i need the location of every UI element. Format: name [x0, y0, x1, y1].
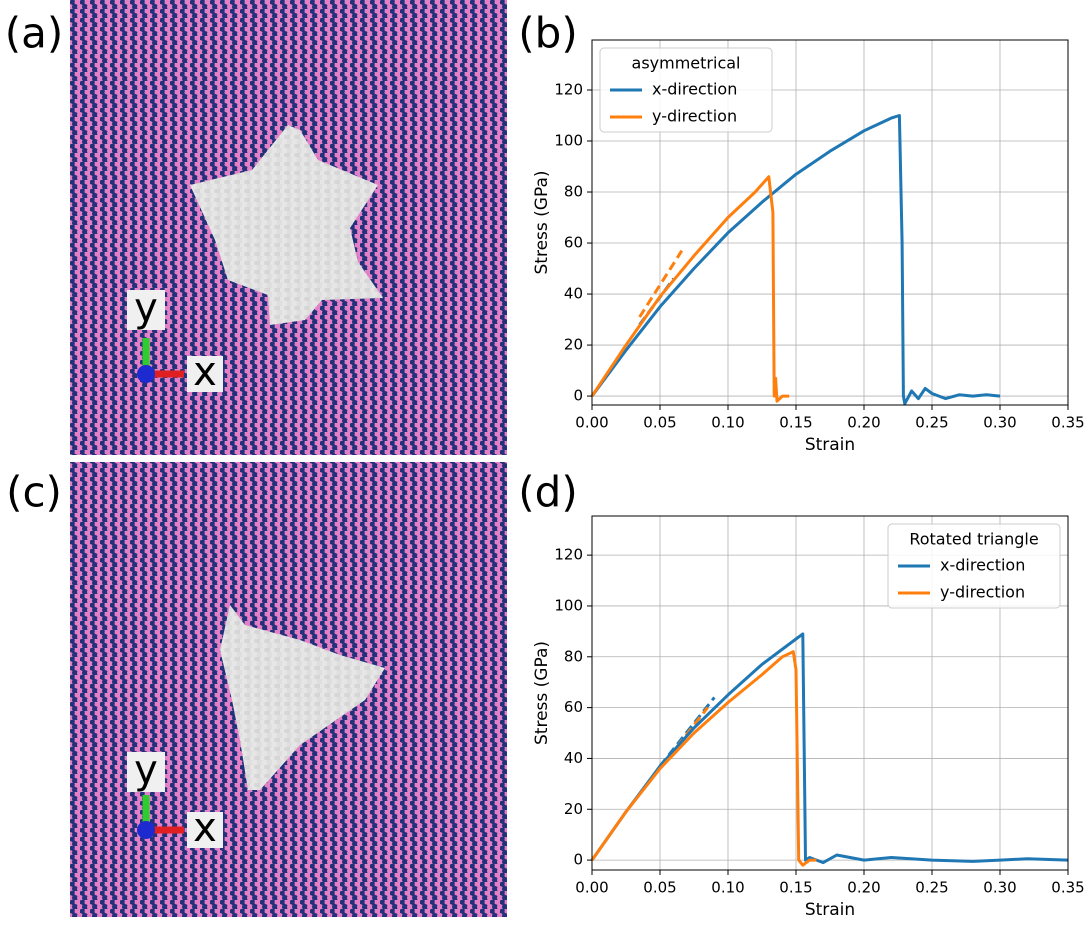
legend-title: Rotated triangle	[909, 530, 1038, 549]
x-tick-label: 0.15	[779, 879, 812, 897]
series-line	[590, 632, 1069, 865]
y-tick-label: 0	[573, 851, 583, 869]
label-box	[127, 752, 165, 792]
legend-title: asymmetrical	[632, 54, 741, 73]
legend-label: x-direction	[652, 80, 737, 99]
series-line	[590, 175, 790, 403]
x-tick-label: 0.00	[575, 414, 608, 432]
x-tick-label: 0.25	[915, 414, 948, 432]
label-box	[187, 356, 223, 392]
y-tick-label: 100	[554, 132, 583, 150]
y-tick-label: 80	[564, 183, 583, 201]
y-tick-label: 60	[564, 234, 583, 252]
series-line	[590, 650, 817, 867]
x-axis-label: Strain	[805, 435, 855, 455]
axis-label: x	[193, 805, 217, 851]
legend-label: x-direction	[940, 556, 1025, 575]
y-tick-label: 20	[564, 800, 583, 818]
panel-label: (c)	[6, 468, 62, 517]
axis-label: y	[134, 747, 158, 793]
x-tick-label: 0.30	[983, 414, 1016, 432]
panel-label: (b)	[518, 9, 577, 58]
axes-frame	[591, 515, 1069, 871]
legend: Rotated triangle x-direction y-direction	[887, 523, 1061, 609]
lattice-image-c: y x	[70, 462, 507, 917]
x-tick-label: 0.25	[915, 879, 948, 897]
y-tick-label: 100	[554, 596, 583, 614]
legend-label: y-direction	[940, 583, 1025, 602]
y-tick-label: 0	[573, 387, 583, 405]
x-axis-label: Strain	[805, 900, 855, 920]
x-tick-label: 0.15	[779, 414, 812, 432]
axes-frame	[591, 39, 1069, 406]
label-box	[187, 812, 223, 848]
x-tick-label: 0.30	[983, 879, 1016, 897]
axis-label: y	[134, 285, 158, 331]
y-tick-label: 40	[564, 749, 583, 767]
y-tick-label: 40	[564, 285, 583, 303]
y-tick-label: 120	[554, 546, 583, 564]
x-tick-label: 0.35	[1051, 879, 1084, 897]
x-tick-label: 0.05	[643, 879, 676, 897]
x-tick-label: 0.10	[711, 414, 744, 432]
label-box	[127, 290, 165, 330]
chart: (d) 0.00 0.05 0.10 0.15 0.20 0.25 0.30 0.35 0 20 40…	[518, 468, 1084, 921]
axis-origin	[137, 365, 155, 383]
fit-line	[658, 706, 709, 770]
y-tick-label: 20	[564, 336, 583, 354]
y-tick-label: 60	[564, 698, 583, 716]
legend-label: y-direction	[652, 107, 737, 126]
x-tick-label: 0.35	[1051, 414, 1084, 432]
legend-box	[599, 47, 773, 133]
lattice-image-a: y x	[70, 0, 507, 455]
legend-box	[887, 523, 1061, 609]
series-line	[590, 114, 1001, 406]
y-axis-label: Stress (GPa)	[532, 171, 552, 275]
defect-region	[220, 605, 385, 790]
x-tick-label: 0.10	[711, 879, 744, 897]
legend: asymmetrical x-direction y-direction	[599, 47, 773, 133]
y-tick-label: 80	[564, 647, 583, 665]
axis-origin	[137, 821, 155, 839]
x-tick-label: 0.00	[575, 879, 608, 897]
chart: (b) 0.00 0.05 0.10 0.15 0.20 0.25 0.30 0.35 0 20 40…	[518, 9, 1084, 456]
y-axis-label: Stress (GPa)	[532, 641, 552, 745]
defect-region	[190, 125, 383, 325]
panel-label: (d)	[518, 468, 577, 517]
x-tick-label: 0.20	[847, 879, 880, 897]
y-tick-label: 120	[554, 80, 583, 98]
x-tick-label: 0.20	[847, 414, 880, 432]
axis-label: x	[193, 349, 217, 395]
x-tick-label: 0.05	[643, 414, 676, 432]
panel-label: (a)	[5, 9, 64, 58]
